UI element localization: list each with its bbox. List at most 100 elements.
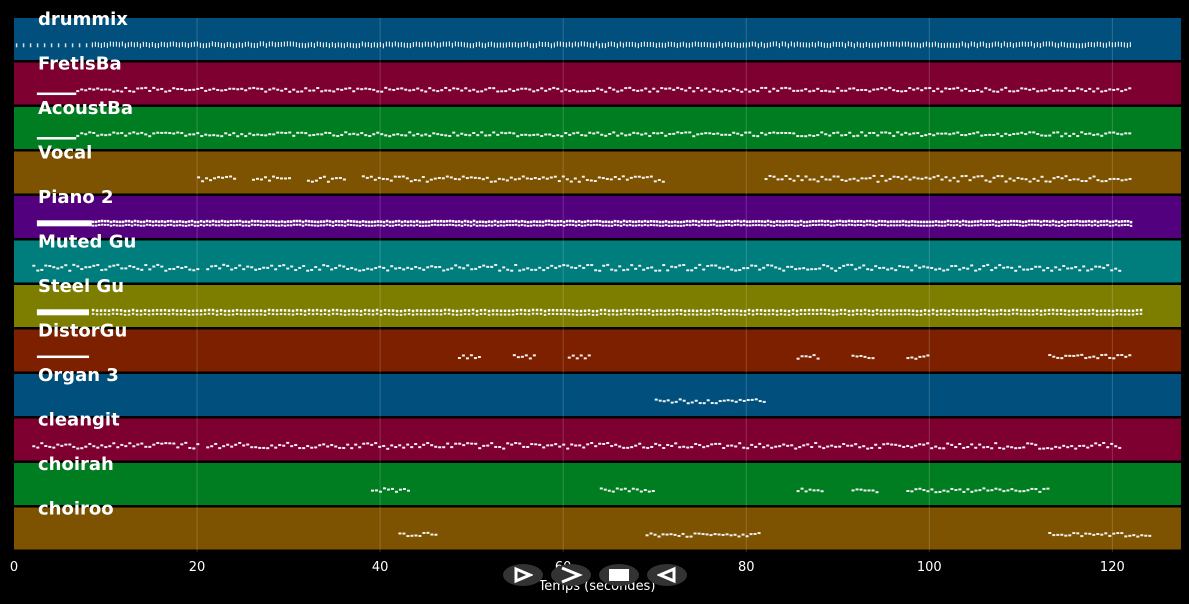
note xyxy=(948,133,952,136)
note xyxy=(930,488,934,491)
note xyxy=(995,309,999,312)
note xyxy=(720,133,724,136)
note xyxy=(820,175,824,178)
note xyxy=(544,133,548,136)
note xyxy=(391,224,395,227)
note xyxy=(445,175,449,178)
note xyxy=(301,224,305,227)
note xyxy=(544,223,548,226)
note xyxy=(303,313,307,316)
note xyxy=(314,179,318,182)
note xyxy=(229,220,233,223)
note xyxy=(1048,354,1052,357)
note xyxy=(22,43,25,48)
note xyxy=(500,90,504,93)
note xyxy=(749,533,753,536)
note xyxy=(397,223,401,226)
note xyxy=(995,313,999,316)
note xyxy=(676,224,680,227)
note xyxy=(863,312,867,315)
note xyxy=(730,268,734,271)
note xyxy=(856,223,860,226)
note xyxy=(136,220,140,223)
note xyxy=(686,446,690,449)
note xyxy=(523,220,527,223)
note xyxy=(147,309,151,313)
stop-button[interactable] xyxy=(599,564,639,586)
note xyxy=(1014,447,1018,450)
note xyxy=(132,90,136,93)
note xyxy=(806,268,810,271)
note xyxy=(370,42,372,48)
note xyxy=(127,219,131,223)
note xyxy=(130,220,134,224)
note xyxy=(934,445,938,448)
note xyxy=(499,224,503,227)
note xyxy=(103,313,107,316)
note xyxy=(687,309,691,312)
note xyxy=(460,89,464,92)
note xyxy=(510,443,514,446)
note xyxy=(863,355,867,358)
note xyxy=(441,177,445,180)
note xyxy=(722,399,726,402)
track-background xyxy=(14,62,1181,105)
note xyxy=(271,224,275,227)
note xyxy=(169,223,173,226)
note xyxy=(132,266,136,269)
note xyxy=(575,357,579,360)
note xyxy=(521,175,525,178)
note xyxy=(970,41,972,47)
note xyxy=(992,90,996,93)
note xyxy=(332,90,336,93)
note xyxy=(720,90,724,93)
note xyxy=(577,180,581,183)
note xyxy=(691,313,695,316)
note xyxy=(241,224,245,227)
note xyxy=(144,264,148,267)
note xyxy=(739,313,743,316)
note xyxy=(560,135,564,138)
note xyxy=(1120,179,1124,182)
note xyxy=(1020,177,1024,180)
note xyxy=(1124,355,1128,358)
note xyxy=(127,42,129,48)
note xyxy=(634,224,638,227)
note xyxy=(364,134,368,137)
note xyxy=(698,402,702,405)
note xyxy=(197,176,201,179)
note xyxy=(115,308,119,312)
note xyxy=(802,444,806,447)
note xyxy=(871,42,873,48)
note xyxy=(355,309,359,312)
note xyxy=(814,224,818,227)
note xyxy=(403,309,407,312)
note xyxy=(908,87,912,90)
note xyxy=(804,490,808,493)
note xyxy=(996,90,1000,93)
note xyxy=(963,313,967,316)
note xyxy=(901,41,903,47)
play-button[interactable] xyxy=(503,564,543,586)
note xyxy=(937,220,941,224)
note xyxy=(595,309,599,313)
note xyxy=(1120,532,1124,535)
note xyxy=(481,178,485,181)
note xyxy=(529,43,531,49)
note xyxy=(483,308,487,312)
note xyxy=(544,41,546,47)
note xyxy=(984,134,988,137)
forward-button[interactable] xyxy=(551,564,591,586)
note xyxy=(457,178,461,181)
note xyxy=(924,134,928,137)
note xyxy=(630,264,634,267)
note xyxy=(410,446,414,449)
note xyxy=(724,223,728,226)
note xyxy=(1032,131,1036,134)
note xyxy=(115,41,117,47)
note xyxy=(352,90,356,93)
note xyxy=(380,133,384,136)
track-name: Piano 2 xyxy=(38,187,113,208)
rewind-button[interactable] xyxy=(647,564,687,586)
note xyxy=(894,269,898,272)
